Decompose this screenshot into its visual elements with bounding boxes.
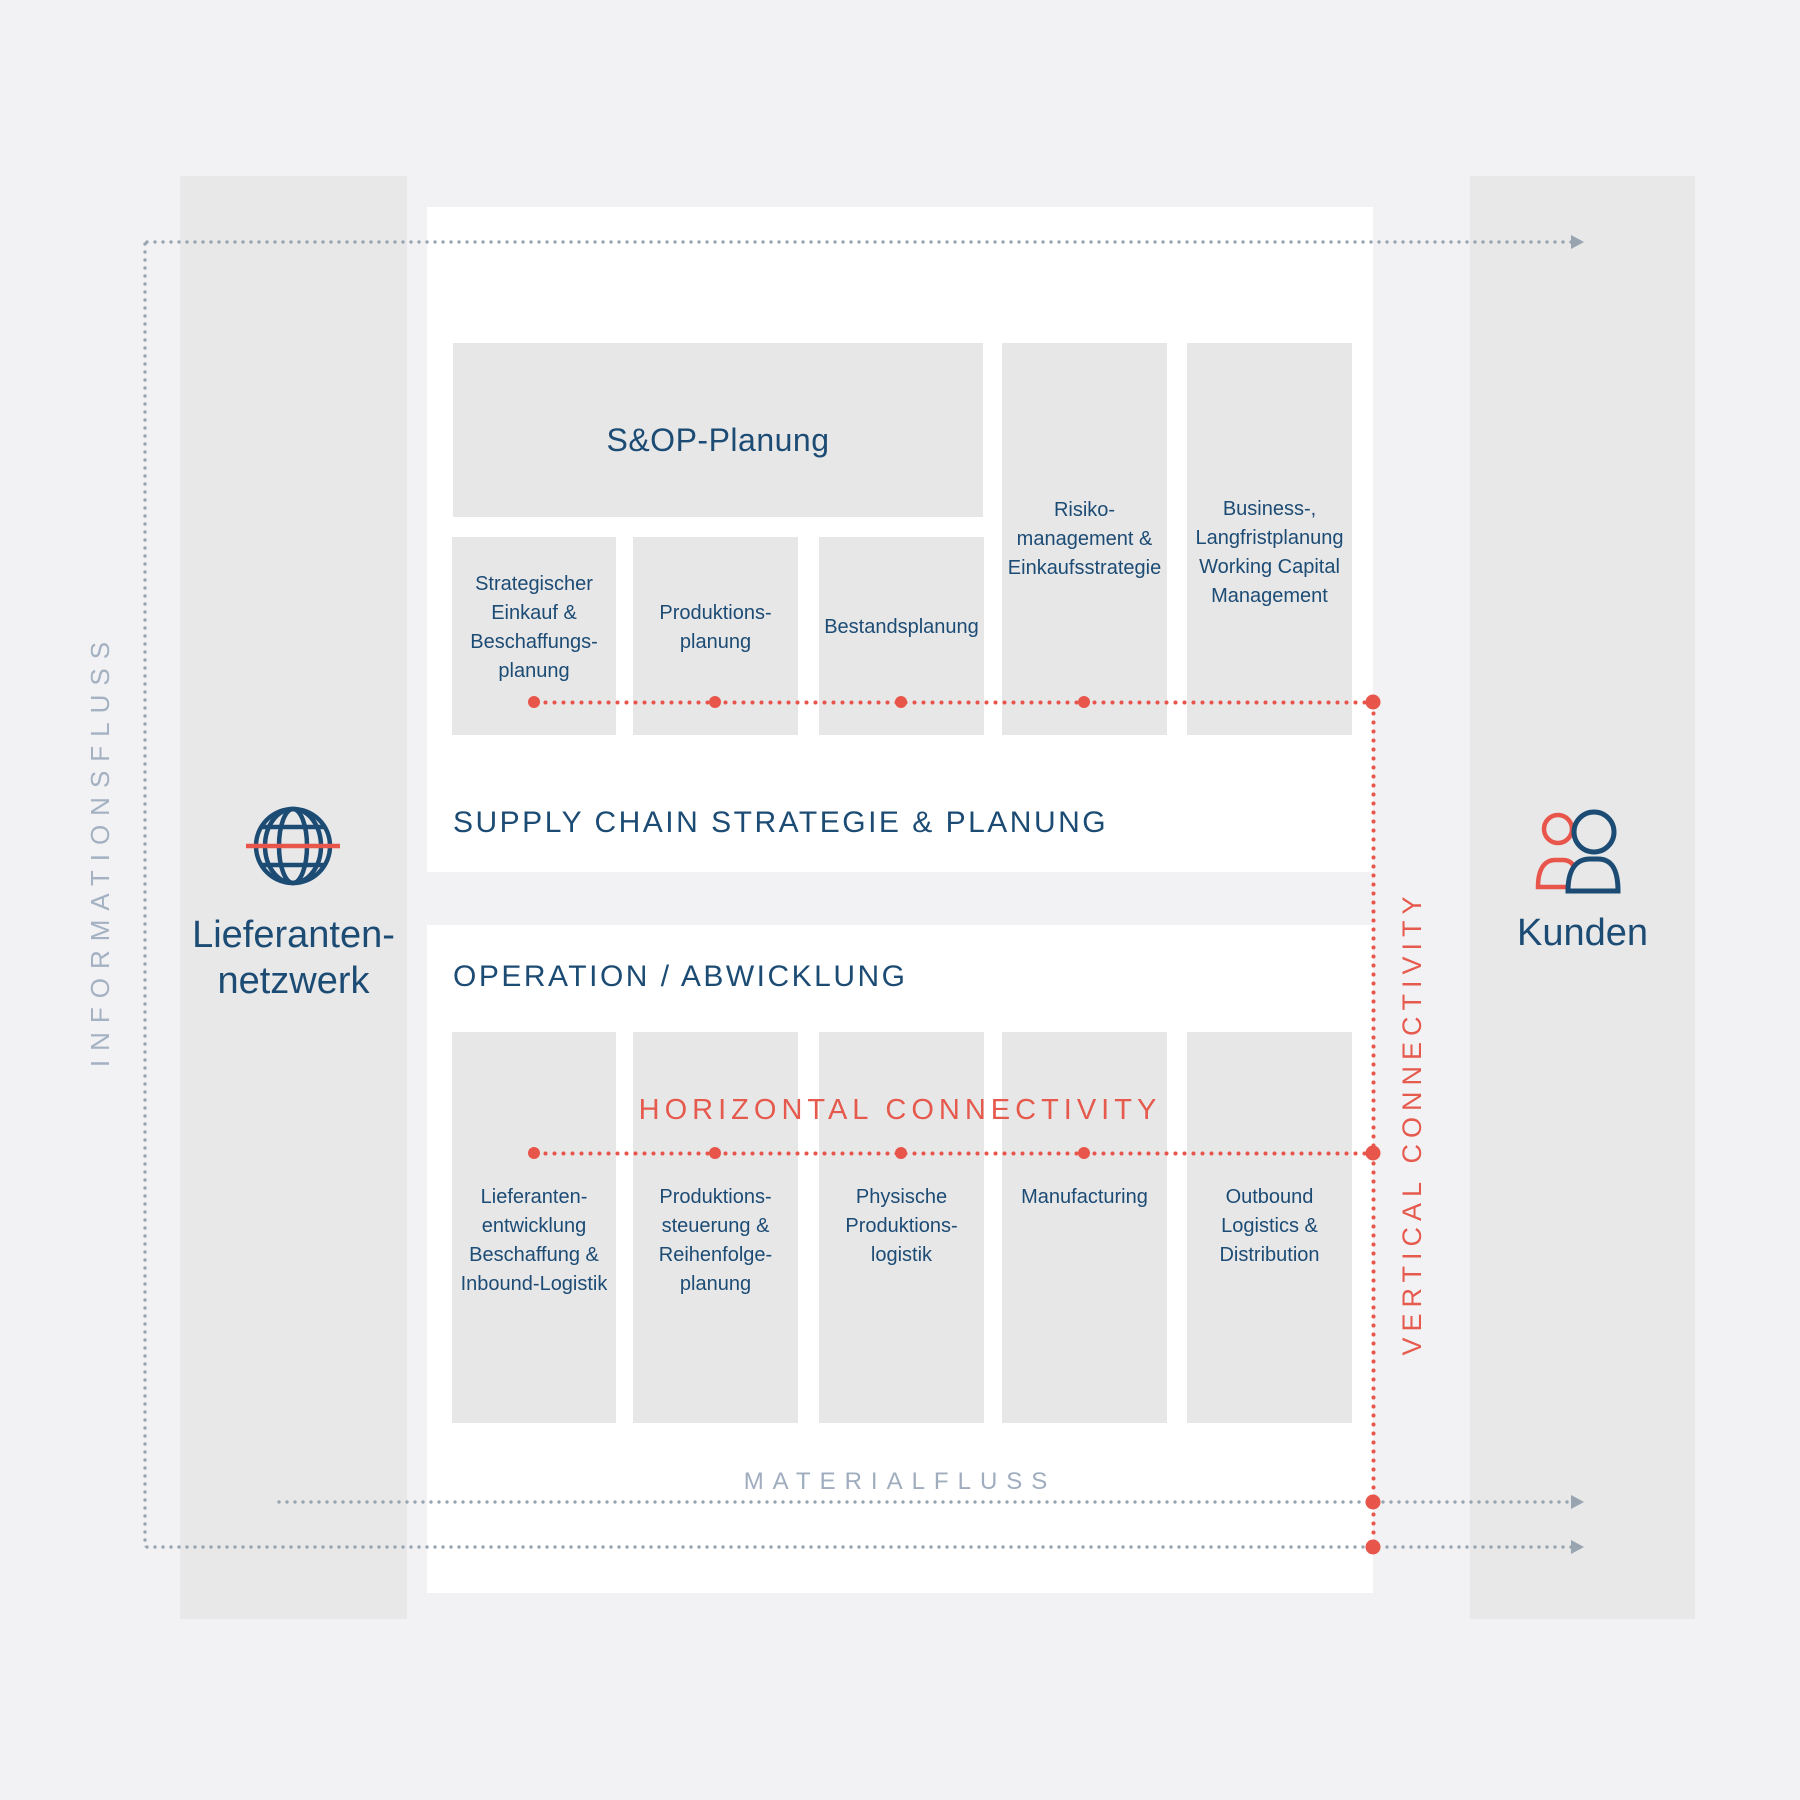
box-line: Manufacturing xyxy=(1021,1186,1148,1208)
supplier-rail-label: Lieferanten- netzwerk xyxy=(180,912,407,1004)
information-flow-line-bottom xyxy=(145,1545,1572,1549)
connector-dot xyxy=(1365,1145,1381,1161)
box-business-langfristplanung: Business-, Langfristplanung Working Capi… xyxy=(1187,343,1352,735)
box-line: planung xyxy=(679,1273,752,1295)
connector-dot xyxy=(895,696,907,708)
operations-section-title: OPERATION / ABWICKLUNG xyxy=(453,960,908,993)
connector-dot xyxy=(528,1147,540,1159)
horizontal-connectivity-label: HORIZONTAL CONNECTIVITY xyxy=(638,1094,1162,1126)
customer-rail xyxy=(1470,176,1695,1619)
planning-section-title: SUPPLY CHAIN STRATEGIE & PLANUNG xyxy=(453,806,1109,839)
information-flow-line-left xyxy=(143,242,147,1547)
box-line: logistik xyxy=(870,1244,933,1266)
box-line: Inbound-Logistik xyxy=(460,1273,608,1295)
supplier-rail xyxy=(180,176,407,1619)
box-physische-produktionslogistik: Physische Produktions- logistik xyxy=(819,1032,984,1423)
box-manufacturing: Manufacturing xyxy=(1002,1032,1167,1423)
vertical-connectivity-label: VERTICAL CONNECTIVITY xyxy=(1397,890,1427,1356)
box-line: Produktions- xyxy=(659,601,772,624)
vertical-connectivity-line xyxy=(1371,702,1376,1547)
connector-dot xyxy=(709,696,721,708)
box-line: Beschaffungs- xyxy=(470,630,598,653)
box-line: Reihenfolge- xyxy=(658,1244,773,1266)
box-line: Risiko- xyxy=(1053,498,1116,521)
box-line: Produktions- xyxy=(659,1186,772,1208)
box-line: Einkaufsstrategie xyxy=(1007,556,1162,579)
customer-rail-label: Kunden xyxy=(1516,912,1648,954)
box-line: Bestandsplanung xyxy=(824,616,979,638)
connector-dot xyxy=(1365,1539,1381,1555)
connector-dot xyxy=(895,1147,907,1159)
box-line: Management xyxy=(1211,585,1328,607)
supplier-label-line: netzwerk xyxy=(217,960,370,1002)
box-line: Strategischer xyxy=(475,572,593,595)
box-sop-planung: S&OP-Planung xyxy=(453,343,983,517)
box-line: steuerung & xyxy=(661,1215,770,1237)
box-line: Einkauf & xyxy=(491,601,577,624)
box-line: Langfristplanung xyxy=(1195,527,1344,549)
box-line: Distribution xyxy=(1219,1244,1320,1266)
connector-dot xyxy=(709,1147,721,1159)
arrow-right-icon xyxy=(1571,1495,1584,1509)
supplier-label-line: Lieferanten- xyxy=(192,914,395,956)
box-outbound-logistics: Outbound Logistics & Distribution xyxy=(1187,1032,1352,1423)
material-flow-line xyxy=(277,1500,1572,1504)
connector-dot xyxy=(1365,1494,1381,1510)
connector-dot xyxy=(1365,694,1381,710)
horizontal-connectivity-line-operations xyxy=(534,1151,1373,1156)
box-risikomanagement: Risiko- management & Einkaufsstrategie xyxy=(1002,343,1167,735)
information-flow-line-top xyxy=(145,240,1572,244)
box-line: Business-, xyxy=(1222,498,1317,520)
box-label: S&OP-Planung xyxy=(606,421,830,458)
horizontal-connectivity-line-planning xyxy=(534,700,1373,705)
connector-dot xyxy=(528,696,540,708)
arrow-right-icon xyxy=(1571,1540,1584,1554)
globe-icon xyxy=(243,796,343,896)
box-line: Lieferanten- xyxy=(480,1186,588,1208)
box-line: Physische xyxy=(855,1186,948,1208)
box-line: Beschaffung & xyxy=(469,1244,599,1266)
box-produktionssteuerung: Produktions- steuerung & Reihenfolge- pl… xyxy=(633,1032,798,1423)
box-line: management & xyxy=(1016,527,1153,550)
connector-dot xyxy=(1078,1147,1090,1159)
box-line: entwicklung xyxy=(481,1215,587,1237)
materialfluss-label: MATERIALFLUSS xyxy=(743,1468,1057,1495)
customers-icon xyxy=(1512,795,1652,899)
arrow-right-icon xyxy=(1571,235,1584,249)
box-line: Outbound xyxy=(1225,1186,1314,1208)
box-lieferantenentwicklung: Lieferanten- entwicklung Beschaffung & I… xyxy=(452,1032,616,1423)
box-line: Logistics & xyxy=(1221,1215,1318,1237)
box-line: planung xyxy=(498,659,570,682)
connector-dot xyxy=(1078,696,1090,708)
box-line: Working Capital xyxy=(1199,556,1340,578)
informationsfluss-label: INFORMATIONSFLUSS xyxy=(85,632,115,1068)
box-line: planung xyxy=(679,630,752,653)
box-line: Produktions- xyxy=(845,1215,958,1237)
